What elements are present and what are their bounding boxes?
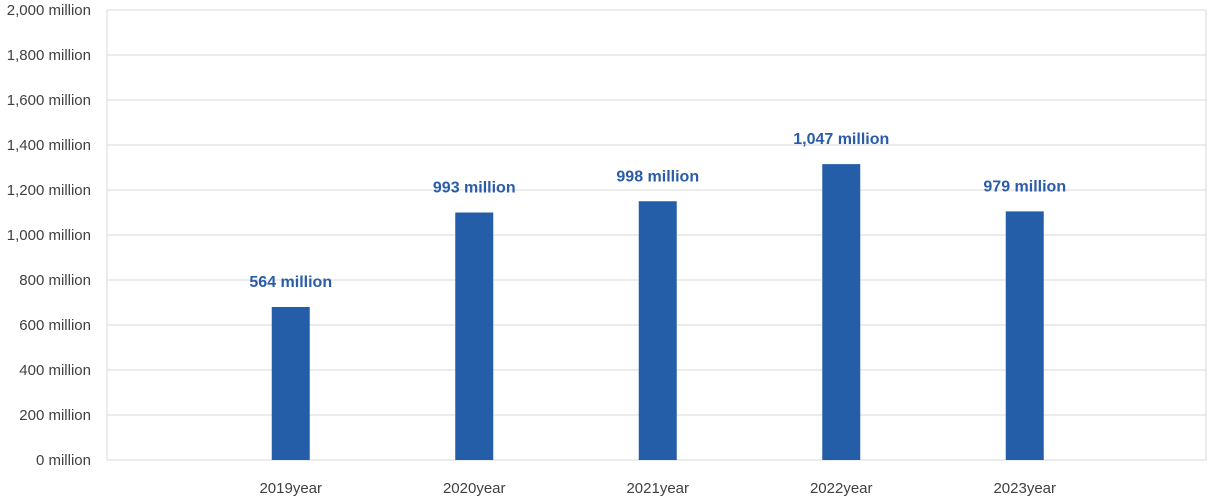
y-tick-label: 1,000 million [7, 227, 91, 244]
bar [638, 201, 677, 460]
y-tick-label: 200 million [19, 407, 91, 424]
bar [271, 307, 310, 460]
y-tick-label: 1,400 million [7, 137, 91, 154]
y-axis-tick-labels: 0 million 200 million 400 million 600 milli… [7, 2, 91, 469]
x-tick-label: 2019year [259, 480, 322, 497]
bar [1005, 211, 1044, 460]
data-label: 979 million [983, 178, 1066, 195]
y-tick-label: 1,800 million [7, 47, 91, 64]
x-tick-label: 2023year [993, 480, 1056, 497]
bar [822, 164, 861, 460]
data-label: 998 million [616, 168, 699, 185]
data-labels: 564 million 993 million 998 million 1,047 m… [249, 131, 1066, 291]
x-tick-label: 2020year [443, 480, 506, 497]
y-tick-label: 0 million [36, 452, 91, 469]
y-tick-label: 400 million [19, 362, 91, 379]
data-label: 1,047 million [793, 131, 889, 148]
y-tick-label: 800 million [19, 272, 91, 289]
x-tick-label: 2022year [810, 480, 873, 497]
y-tick-label: 2,000 million [7, 2, 91, 19]
data-label: 993 million [433, 180, 516, 197]
x-axis-tick-labels: 2019year 2020year 2021year 2022year 2023year [259, 480, 1056, 497]
bar [455, 212, 494, 460]
x-tick-label: 2021year [626, 480, 689, 497]
y-tick-label: 1,200 million [7, 182, 91, 199]
data-label: 564 million [249, 274, 332, 291]
bars [271, 164, 1044, 460]
y-tick-label: 600 million [19, 317, 91, 334]
y-tick-label: 1,600 million [7, 92, 91, 109]
